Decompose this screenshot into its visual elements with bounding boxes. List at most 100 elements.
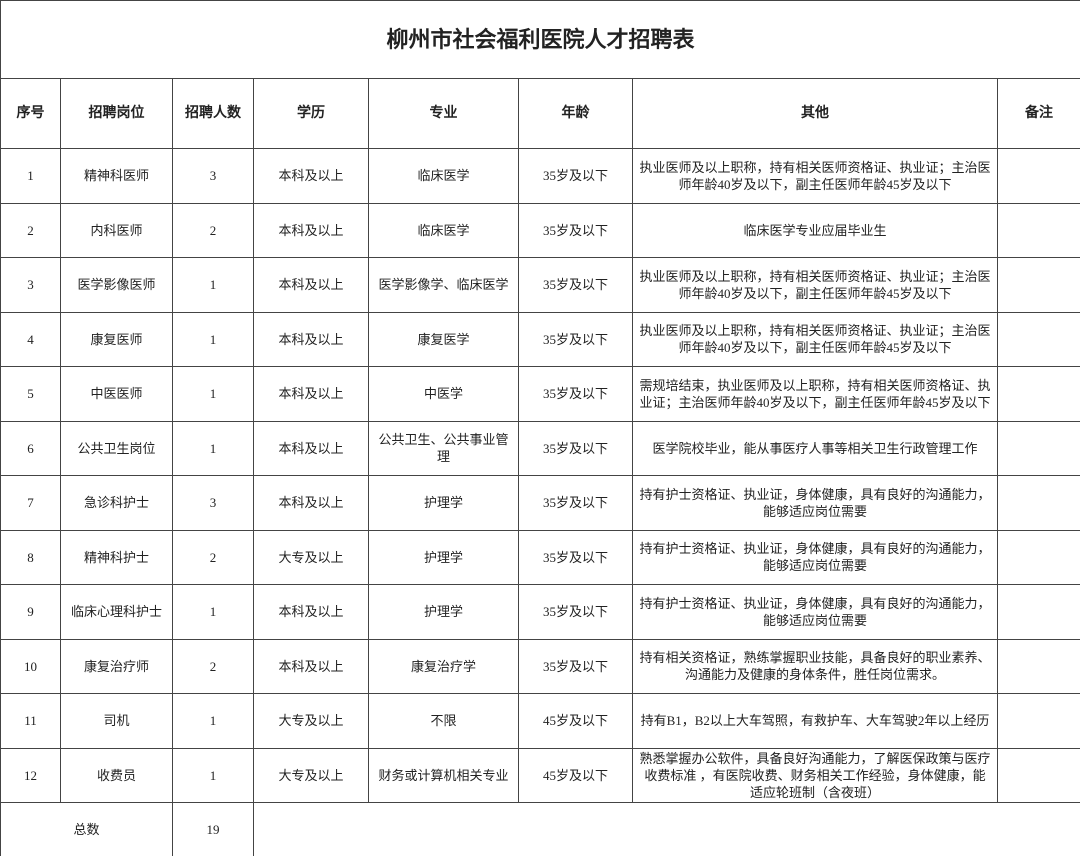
table-cell: 医学院校毕业，能从事医疗人事等相关卫生行政管理工作	[633, 421, 998, 476]
table-cell: 临床医学	[369, 203, 519, 258]
empty-cell	[998, 367, 1080, 422]
table-cell: 35岁及以下	[519, 639, 633, 694]
empty-cell	[998, 313, 1080, 367]
table-cell: 本科及以上	[254, 476, 369, 531]
column-header: 招聘人数	[173, 79, 254, 149]
table-cell: 执业医师及以上职称，持有相关医师资格证、执业证；主治医师年龄40岁及以下，副主任…	[633, 312, 998, 367]
table-cell: 本科及以上	[254, 421, 369, 476]
table-cell: 本科及以上	[254, 149, 369, 204]
column-header: 备注	[998, 79, 1080, 149]
table-cell: 2	[173, 530, 254, 585]
table-cell: 3	[173, 476, 254, 531]
empty-cell	[998, 531, 1080, 585]
table-cell: 康复医学	[369, 312, 519, 367]
empty-cell	[998, 476, 1080, 531]
table-cell: 护理学	[369, 530, 519, 585]
table-cell: 持有护士资格证、执业证，身体健康，具有良好的沟通能力，能够适应岗位需要	[633, 476, 998, 531]
table-cell: 大专及以上	[254, 694, 369, 749]
table-cell: 35岁及以下	[519, 421, 633, 476]
column-header: 序号	[1, 79, 61, 149]
empty-cell	[998, 149, 1080, 204]
table-cell: 持有B1，B2以上大车驾照，有救护车、大车驾驶2年以上经历	[633, 694, 998, 749]
table-cell: 35岁及以下	[519, 203, 633, 258]
table-cell: 1	[173, 694, 254, 749]
column-header: 年龄	[519, 79, 633, 149]
empty-cell	[998, 204, 1080, 258]
table-cell: 2	[173, 639, 254, 694]
table-cell: 大专及以上	[254, 530, 369, 585]
table-cell: 35岁及以下	[519, 258, 633, 313]
table-cell: 医学影像医师	[61, 258, 173, 313]
table-cell: 临床心理科护士	[61, 585, 173, 640]
table-cell: 临床医学专业应届毕业生	[633, 203, 998, 258]
table-cell: 3	[1, 258, 61, 313]
table-cell: 中医医师	[61, 367, 173, 422]
table-cell: 持有护士资格证、执业证，身体健康，具有良好的沟通能力，能够适应岗位需要	[633, 530, 998, 585]
table-cell: 康复治疗学	[369, 639, 519, 694]
empty-cell	[998, 694, 1080, 749]
table-cell: 本科及以上	[254, 203, 369, 258]
table-cell: 2	[173, 203, 254, 258]
table-cell: 35岁及以下	[519, 530, 633, 585]
empty-cell	[998, 258, 1080, 313]
table-cell: 45岁及以下	[519, 748, 633, 803]
table-cell: 本科及以上	[254, 639, 369, 694]
table-cell: 35岁及以下	[519, 312, 633, 367]
table-cell: 12	[1, 748, 61, 803]
table-cell: 本科及以上	[254, 367, 369, 422]
table-cell: 康复治疗师	[61, 639, 173, 694]
column-header: 学历	[254, 79, 369, 149]
table-cell: 收费员	[61, 748, 173, 803]
column-header: 招聘岗位	[61, 79, 173, 149]
table-cell: 10	[1, 639, 61, 694]
table-cell: 执业医师及以上职称，持有相关医师资格证、执业证；主治医师年龄40岁及以下，副主任…	[633, 258, 998, 313]
table-cell: 内科医师	[61, 203, 173, 258]
table-cell: 康复医师	[61, 312, 173, 367]
table-cell: 1	[1, 149, 61, 204]
table-cell: 35岁及以下	[519, 367, 633, 422]
table-cell: 不限	[369, 694, 519, 749]
table-cell: 4	[1, 312, 61, 367]
table-cell: 熟悉掌握办公软件，具备良好沟通能力，了解医保政策与医疗收费标准 ，有医院收费、财…	[633, 748, 998, 803]
table-cell: 11	[1, 694, 61, 749]
empty-cell	[998, 422, 1080, 476]
table-cell: 公共卫生、公共事业管理	[369, 421, 519, 476]
table-cell: 精神科护士	[61, 530, 173, 585]
table-cell: 精神科医师	[61, 149, 173, 204]
table-cell: 7	[1, 476, 61, 531]
empty-cell	[998, 749, 1080, 803]
empty-cell	[254, 803, 1080, 856]
table-cell: 3	[173, 149, 254, 204]
table-cell: 1	[173, 748, 254, 803]
table-cell: 6	[1, 421, 61, 476]
table-cell: 本科及以上	[254, 312, 369, 367]
column-header: 专业	[369, 79, 519, 149]
table-cell: 35岁及以下	[519, 149, 633, 204]
table-cell: 1	[173, 367, 254, 422]
empty-cell	[998, 640, 1080, 694]
table-cell: 护理学	[369, 585, 519, 640]
table-cell: 需规培结束，执业医师及以上职称，持有相关医师资格证、执业证；主治医师年龄40岁及…	[633, 367, 998, 422]
empty-cell	[998, 585, 1080, 640]
table-cell: 中医学	[369, 367, 519, 422]
table-cell: 本科及以上	[254, 258, 369, 313]
table-cell: 35岁及以下	[519, 476, 633, 531]
table-cell: 公共卫生岗位	[61, 421, 173, 476]
table-cell: 持有护士资格证、执业证，身体健康，具有良好的沟通能力，能够适应岗位需要	[633, 585, 998, 640]
title: 柳州市社会福利医院人才招聘表	[1, 1, 1080, 79]
table-cell: 司机	[61, 694, 173, 749]
column-header: 其他	[633, 79, 998, 149]
table-cell: 护理学	[369, 476, 519, 531]
table-cell: 1	[173, 585, 254, 640]
total-label: 总数	[1, 803, 173, 856]
table-cell: 45岁及以下	[519, 694, 633, 749]
table-cell: 持有相关资格证，熟练掌握职业技能，具备良好的职业素养、沟通能力及健康的身体条件，…	[633, 639, 998, 694]
table-cell: 1	[173, 258, 254, 313]
table-cell: 5	[1, 367, 61, 422]
total-count: 19	[173, 803, 254, 856]
table-cell: 9	[1, 585, 61, 640]
table-cell: 1	[173, 421, 254, 476]
table-cell: 临床医学	[369, 149, 519, 204]
table-cell: 财务或计算机相关专业	[369, 748, 519, 803]
